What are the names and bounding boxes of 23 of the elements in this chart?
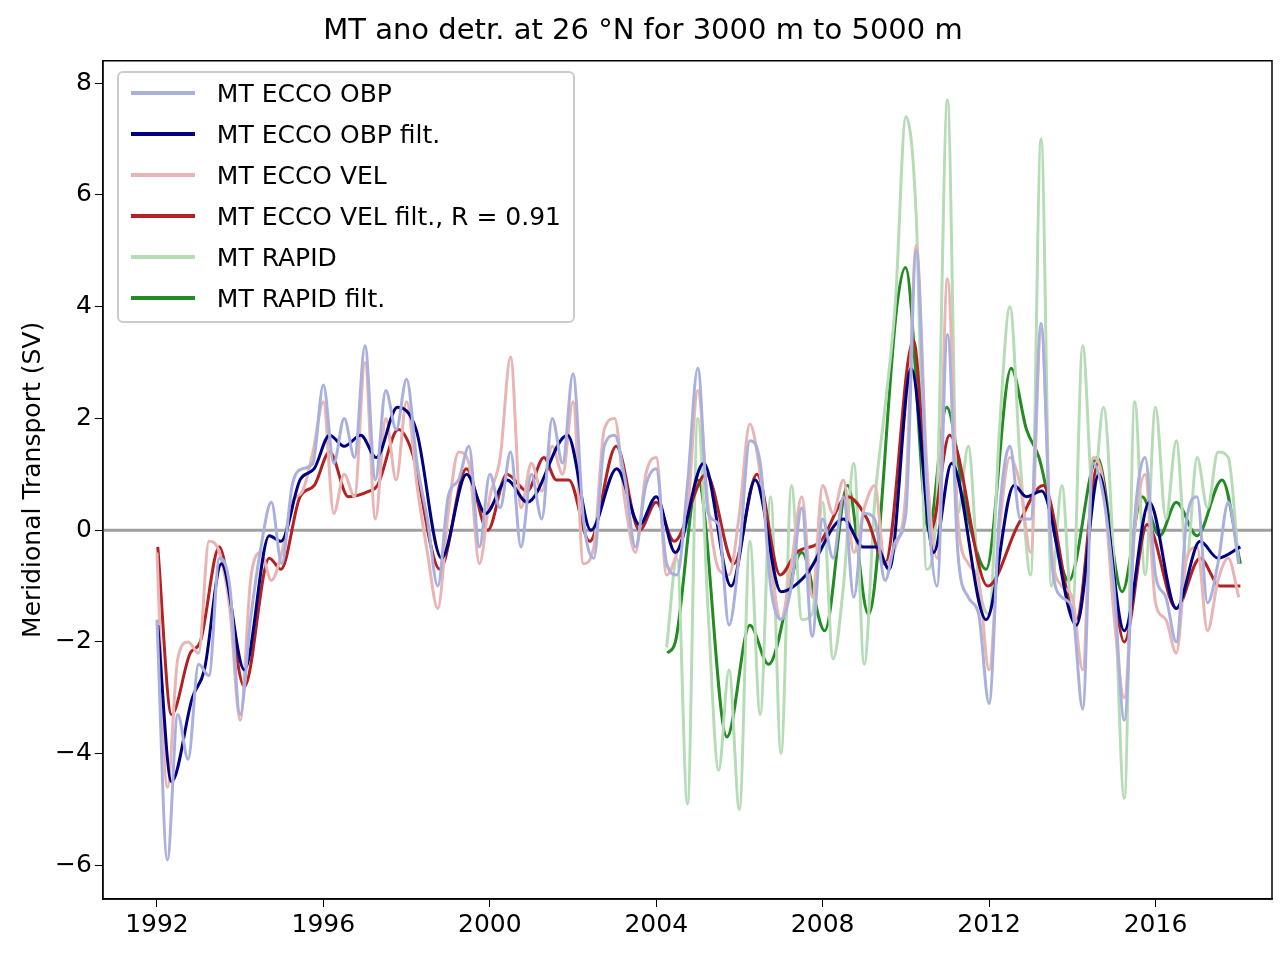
legend-label: MT ECCO VEL filt., R = 0.91 bbox=[216, 201, 561, 231]
x-tick-label: 2008 bbox=[790, 908, 855, 938]
legend-label: MT ECCO VEL bbox=[216, 160, 387, 190]
x-tick-label: 2000 bbox=[457, 908, 522, 938]
y-tick-label: 0 bbox=[75, 513, 92, 543]
x-tick-label: 2004 bbox=[624, 908, 689, 938]
chart-title: MT ano detr. at 26 °N for 3000 m to 5000 m bbox=[323, 11, 963, 46]
legend-label: MT ECCO OBP filt. bbox=[216, 119, 441, 149]
x-tick-label: 1996 bbox=[291, 908, 356, 938]
legend-label: MT RAPID bbox=[216, 242, 337, 272]
y-axis-title: Meridional Transport (SV) bbox=[16, 321, 46, 638]
y-tick-label: 4 bbox=[75, 290, 92, 320]
y-tick-label: −6 bbox=[54, 848, 92, 878]
y-tick-label: −2 bbox=[54, 625, 92, 655]
legend-label: MT RAPID filt. bbox=[216, 283, 386, 313]
y-tick-label: 6 bbox=[75, 178, 92, 208]
x-tick-label: 2012 bbox=[957, 908, 1021, 938]
legend-label: MT ECCO OBP bbox=[216, 78, 392, 108]
y-tick-label: 2 bbox=[75, 401, 92, 431]
y-tick-label: −4 bbox=[54, 737, 92, 767]
x-tick-label: 2016 bbox=[1123, 908, 1188, 938]
y-tick-label: 8 bbox=[75, 66, 92, 96]
x-tick-label: 1992 bbox=[125, 908, 189, 938]
